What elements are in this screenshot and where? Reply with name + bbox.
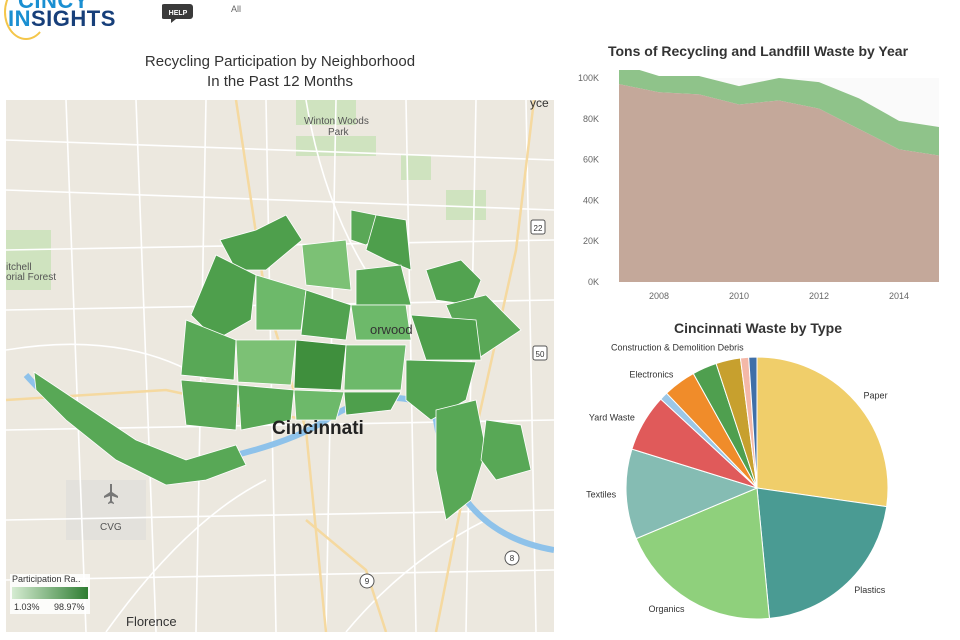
airport-icon bbox=[104, 484, 118, 504]
map-title: Recycling Participation by Neighborhood … bbox=[110, 52, 450, 92]
map-canvas[interactable]: 22 50 8 9 bbox=[6, 100, 554, 632]
neighborhood-shape[interactable] bbox=[237, 384, 295, 431]
neighborhood-shape[interactable] bbox=[410, 314, 482, 361]
pie-slice-organics[interactable] bbox=[635, 487, 770, 620]
map-label-park: Park bbox=[328, 127, 349, 138]
svg-text:22: 22 bbox=[534, 224, 543, 233]
neighborhood-shape[interactable] bbox=[355, 264, 412, 306]
highway-shield-22: 22 bbox=[530, 219, 546, 235]
y-tick-label: 40K bbox=[583, 195, 599, 205]
y-tick-label: 20K bbox=[583, 236, 599, 246]
neighborhood-shape[interactable] bbox=[255, 274, 307, 331]
x-tick-label: 2010 bbox=[729, 291, 749, 301]
y-tick-label: 60K bbox=[583, 155, 599, 165]
neighborhood-shape[interactable] bbox=[425, 259, 482, 306]
cincy-insights-logo[interactable]: CINCY INSIGHTS bbox=[4, 0, 134, 40]
neighborhood-shape[interactable] bbox=[435, 399, 487, 521]
neighborhood-shape[interactable] bbox=[293, 389, 345, 421]
neighborhood-shape[interactable] bbox=[190, 254, 257, 341]
x-tick-label: 2014 bbox=[889, 291, 909, 301]
x-tick-label: 2012 bbox=[809, 291, 829, 301]
logo-text-line2: INSIGHTS bbox=[8, 6, 116, 32]
filter-value[interactable]: All bbox=[231, 4, 242, 14]
neighborhood-shape[interactable] bbox=[33, 371, 247, 486]
legend-title: Participation Ra.. bbox=[12, 574, 81, 584]
pie-label-paper: Paper bbox=[864, 391, 888, 401]
pie-label-electronics: Electronics bbox=[629, 369, 674, 379]
legend-min: 1.03% bbox=[14, 602, 40, 612]
highway-shield-9: 9 bbox=[359, 573, 375, 589]
pie-label-plastics: Plastics bbox=[854, 585, 886, 595]
y-tick-label: 100K bbox=[578, 73, 599, 83]
help-button[interactable]: HELP bbox=[161, 2, 194, 24]
neighborhood-shape[interactable] bbox=[301, 239, 352, 291]
participation-legend: Participation Ra.. 1.03% 98.97% bbox=[10, 574, 90, 614]
help-bubble-icon: HELP bbox=[161, 4, 193, 23]
neighborhood-shape[interactable] bbox=[235, 339, 297, 386]
highway-shield-50: 50 bbox=[532, 345, 548, 361]
area-chart[interactable]: 0K 20K 40K 60K 80K 100K 2008 2010 2012 2014 bbox=[566, 70, 952, 310]
logo-text-line1: CINCY bbox=[18, 0, 89, 13]
map-label-cincinnati: Cincinnati bbox=[272, 418, 364, 439]
map-label-cvg: CVG bbox=[100, 522, 122, 533]
svg-text:50: 50 bbox=[536, 350, 545, 359]
map-label-winton-woods: Winton Woods bbox=[304, 116, 369, 127]
pie-chart[interactable]: Paper Plastics Organics Textiles Yard Waste E… bbox=[566, 340, 960, 640]
legend-color-bar bbox=[12, 587, 88, 599]
pie-label-construction-demolition-debris: Construction & Demolition Debris bbox=[611, 343, 744, 353]
pie-slice-paper[interactable] bbox=[756, 356, 889, 508]
highway-shield-8: 8 bbox=[504, 550, 520, 566]
map-label-norwood: orwood bbox=[370, 322, 413, 337]
neighborhood-shape[interactable] bbox=[180, 319, 237, 381]
neighborhood-shape[interactable] bbox=[219, 214, 303, 271]
x-tick-label: 2008 bbox=[649, 291, 669, 301]
neighborhood-shape[interactable] bbox=[343, 344, 407, 391]
neighborhood-shape[interactable] bbox=[300, 289, 352, 341]
neighborhood-map[interactable]: 22 50 8 9 Winton Woods Park Cincinnati F… bbox=[6, 100, 554, 632]
y-tick-label: 80K bbox=[583, 114, 599, 124]
landfill-area[interactable] bbox=[619, 84, 939, 283]
logo-text-sights: SIGHTS bbox=[31, 6, 116, 31]
neighborhood-shape[interactable] bbox=[350, 304, 412, 341]
recycling-area[interactable] bbox=[619, 70, 939, 156]
map-title-line2: In the Past 12 Months bbox=[207, 73, 353, 90]
map-label-mitchell: itchell bbox=[6, 262, 32, 273]
legend-max: 98.97% bbox=[54, 602, 85, 612]
park-area bbox=[6, 230, 51, 290]
map-label-edge: yce bbox=[530, 100, 549, 110]
pie-slice-textiles[interactable] bbox=[625, 448, 759, 540]
park-area bbox=[401, 155, 431, 180]
neighborhood-shape[interactable] bbox=[293, 339, 347, 391]
neighborhood-shape[interactable] bbox=[343, 391, 402, 416]
svg-text:9: 9 bbox=[365, 577, 370, 586]
map-label-memorial-forest: orial Forest bbox=[6, 272, 57, 283]
airport-area bbox=[66, 480, 146, 540]
pie-chart-title: Cincinnati Waste by Type bbox=[673, 320, 843, 336]
neighborhood-shape[interactable] bbox=[180, 379, 239, 431]
neighborhood-shape[interactable] bbox=[480, 419, 532, 481]
pie-slice-plastics[interactable] bbox=[756, 487, 888, 619]
map-title-line1: Recycling Participation by Neighborhood bbox=[144, 53, 416, 70]
area-chart-title: Tons of Recycling and Landfill Waste by … bbox=[607, 43, 909, 59]
pie-label-organics: Organics bbox=[649, 604, 686, 614]
y-tick-label: 0K bbox=[588, 277, 599, 287]
map-label-florence: Florence bbox=[126, 614, 177, 629]
logo-text-in: IN bbox=[8, 6, 31, 31]
park-area bbox=[446, 190, 486, 220]
help-label: HELP bbox=[169, 10, 188, 17]
pie-label-yard-waste: Yard Waste bbox=[589, 413, 635, 423]
pie-slice-unlabeled[interactable] bbox=[748, 356, 758, 489]
logo-arc-icon bbox=[4, 0, 48, 40]
pie-label-textiles: Textiles bbox=[586, 490, 617, 500]
neighborhood-polygons[interactable] bbox=[33, 209, 532, 521]
svg-text:8: 8 bbox=[510, 554, 515, 563]
